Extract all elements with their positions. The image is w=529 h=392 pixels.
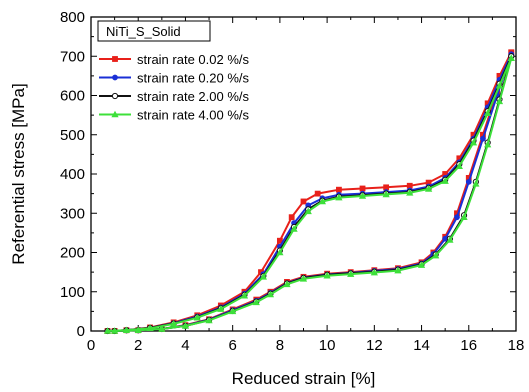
data-point-marker (460, 213, 468, 220)
data-point-marker (112, 56, 118, 62)
data-point-marker (318, 197, 327, 205)
data-point-marker (112, 74, 118, 81)
data-point-marker (480, 135, 486, 142)
data-point-marker (205, 316, 213, 324)
x-tick-label: 10 (319, 337, 336, 354)
data-point-marker (495, 81, 504, 89)
data-point-marker (335, 193, 343, 201)
data-point-marker (170, 320, 178, 327)
y-tick-label: 800 (60, 9, 85, 26)
data-point-marker (469, 138, 478, 146)
data-point-marker (484, 109, 492, 116)
legend-items: strain rate 0.02 %/s strain rate 0.20 %/s… (99, 52, 249, 123)
y-tick-label: 100 (60, 284, 85, 301)
x-tick-label: 8 (276, 337, 284, 354)
data-point-marker (259, 273, 267, 280)
legend-title-box (97, 20, 211, 42)
data-point-marker (276, 248, 284, 256)
data-point-marker (382, 190, 390, 198)
data-point-marker (111, 110, 119, 118)
legend-item-1: strain rate 0.02 %/s (99, 52, 249, 67)
data-point-marker (283, 280, 291, 288)
data-point-marker (290, 225, 298, 232)
data-point-marker (446, 236, 454, 243)
y-tick-label: 0 (77, 323, 85, 340)
data-point-marker (323, 271, 331, 279)
x-tick-label: 0 (87, 337, 95, 354)
series-lines (103, 49, 515, 335)
x-axis-title: Reduced strain [%] (232, 369, 376, 388)
x-tick-label: 4 (181, 337, 189, 354)
y-tick-label: 300 (60, 205, 85, 222)
legend-label: strain rate 4.00 %/s (137, 108, 249, 123)
legend-label: strain rate 0.20 %/s (137, 71, 249, 86)
y-tick-label: 200 (60, 245, 85, 262)
data-point-marker (394, 266, 402, 274)
data-point-marker (240, 291, 249, 299)
data-point-marker (425, 185, 433, 192)
x-tick-label: 16 (460, 337, 477, 354)
data-point-marker (288, 214, 295, 221)
data-point-marker (455, 162, 463, 169)
x-tick-label: 12 (366, 337, 383, 354)
data-point-marker (484, 140, 492, 148)
data-point-marker (495, 97, 504, 105)
data-point-marker (217, 305, 225, 312)
y-tick-label: 500 (60, 127, 85, 144)
data-point-marker (181, 322, 190, 329)
series-4 (103, 54, 515, 334)
x-tick-label: 14 (413, 337, 430, 354)
data-point-marker (299, 275, 308, 282)
y-tick-label: 700 (60, 48, 85, 65)
data-point-marker (266, 290, 275, 298)
data-point-marker (103, 327, 112, 334)
legend: NiTi_S_Solid strain rate 0.02 %/sstrain … (97, 20, 249, 123)
data-point-marker (134, 326, 142, 334)
legend-label: strain rate 2.00 %/s (137, 89, 249, 104)
data-point-marker (465, 178, 472, 185)
data-point-marker (111, 92, 119, 100)
data-point-marker (314, 190, 321, 197)
data-point-marker (358, 192, 367, 199)
data-point-marker (304, 207, 312, 215)
data-point-marker (417, 261, 426, 268)
data-point-marker (300, 198, 307, 205)
data-point-marker (336, 186, 342, 193)
data-point-marker (229, 307, 237, 315)
data-point-marker (158, 325, 166, 332)
legend-title: NiTi_S_Solid (106, 24, 181, 39)
legend-item-4: strain rate 4.00 %/s (99, 108, 249, 123)
data-point-marker (110, 327, 119, 334)
x-tick-label: 18 (508, 337, 525, 354)
data-point-marker (370, 268, 378, 276)
data-point-marker (507, 54, 515, 62)
data-point-marker (432, 251, 440, 259)
y-axis-title: Referential stress [MPa] (9, 83, 28, 264)
tick-labels: 0 2 4 6 8 10 12 14 16 18 0 100 200 300 400 500 600 700 800 (60, 9, 524, 354)
series-line-unloading (114, 57, 513, 332)
data-point-marker (472, 180, 480, 187)
legend-item-2: strain rate 0.20 %/s (99, 71, 249, 86)
legend-label: strain rate 0.02 %/s (137, 52, 249, 67)
data-point-marker (347, 270, 355, 277)
data-point-marker (359, 185, 366, 192)
data-point-marker (193, 313, 201, 321)
y-tick-label: 600 (60, 88, 85, 105)
data-point-marker (252, 298, 260, 306)
x-tick-label: 2 (134, 337, 142, 354)
data-point-marker (454, 214, 460, 221)
data-point-marker (441, 177, 449, 184)
legend-item-3: strain rate 2.00 %/s (99, 89, 249, 104)
x-tick-label: 6 (228, 337, 236, 354)
data-point-marker (406, 189, 414, 196)
y-tick-label: 400 (60, 166, 85, 183)
